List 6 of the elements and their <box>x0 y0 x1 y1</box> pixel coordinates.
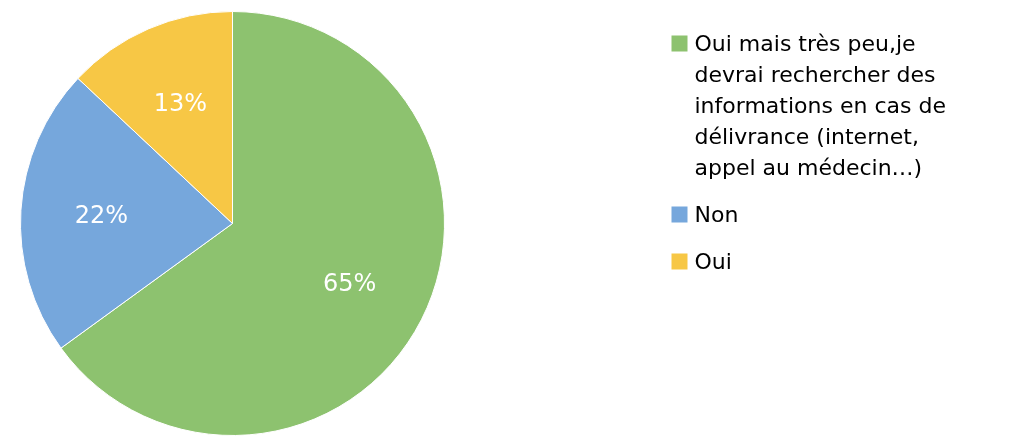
legend-label: Oui <box>694 249 732 274</box>
legend-label: Oui mais très peu,je devrai rechercher des informations en cas de délivrance (internet, appel au médecin…) <box>694 31 946 180</box>
legend-label: Non <box>694 202 739 227</box>
data-label: 13% <box>153 88 207 117</box>
data-label: 22% <box>74 201 128 230</box>
data-label: 65% <box>322 269 377 298</box>
